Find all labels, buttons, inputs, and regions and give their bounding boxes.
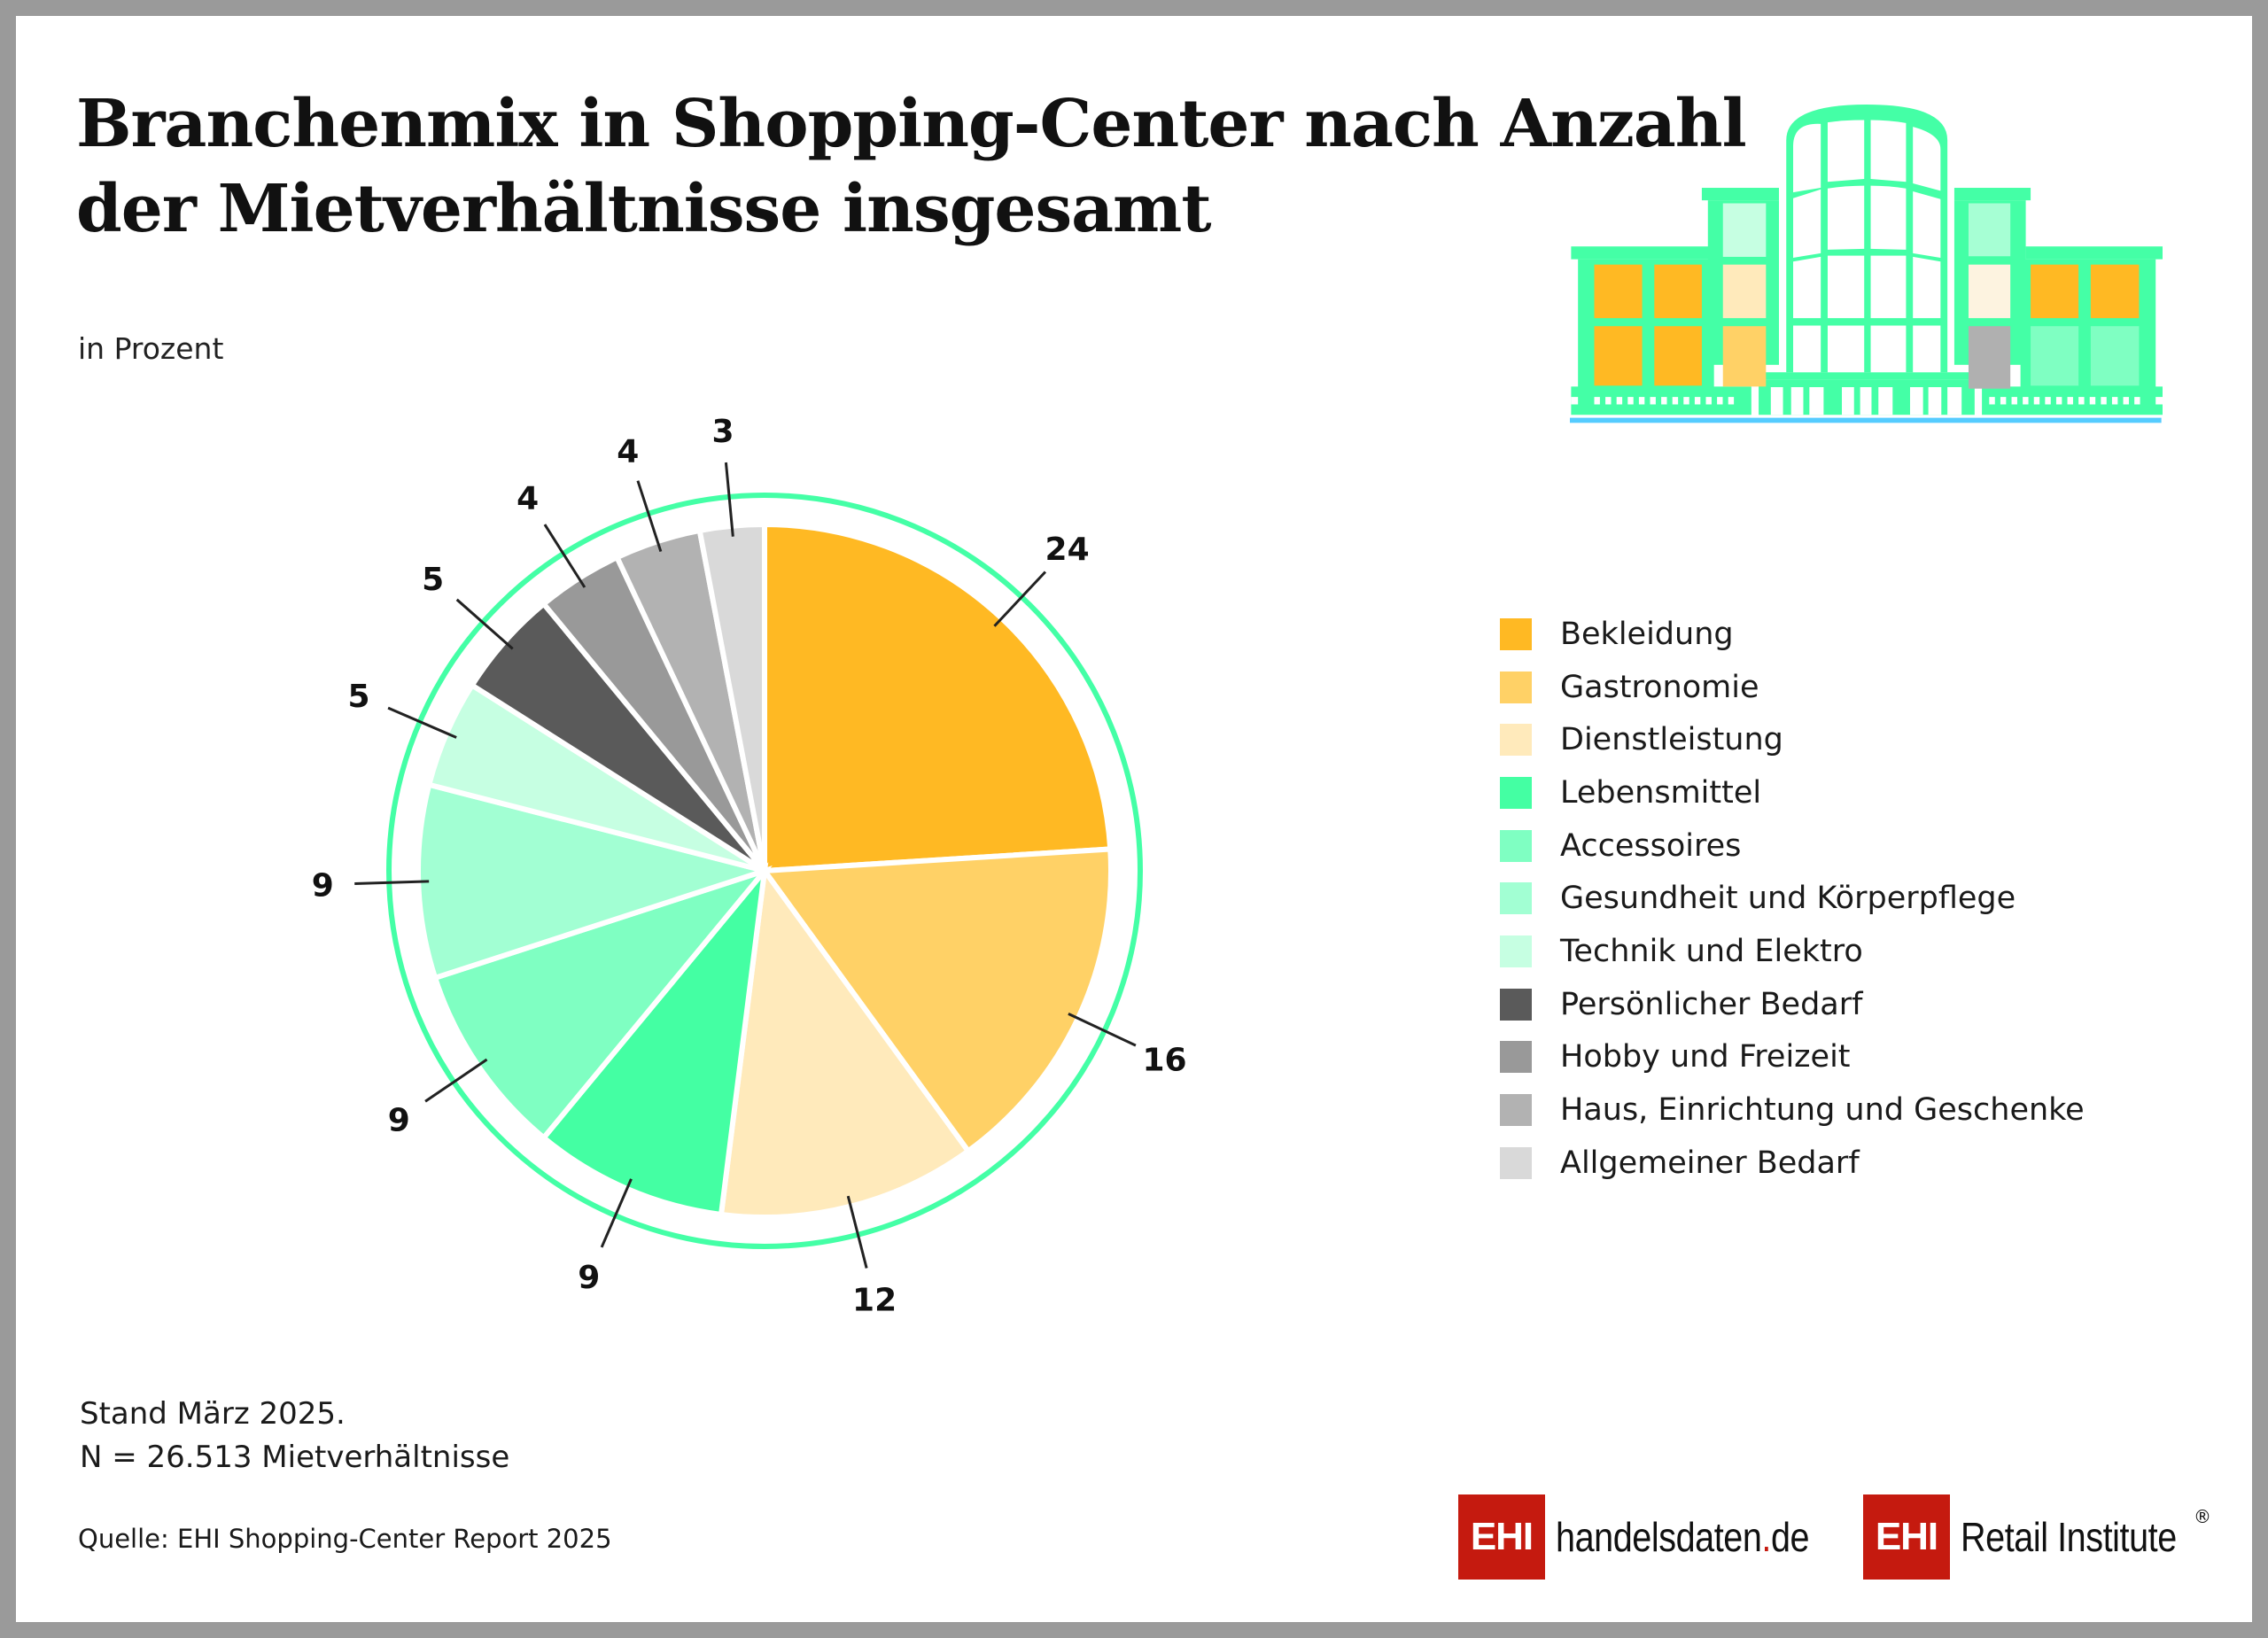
legend-label: Allgemeiner Bedarf — [1560, 1145, 1860, 1181]
legend-item: Lebensmittel — [1500, 766, 2085, 819]
leader-line — [387, 706, 457, 739]
footnote-date: Stand März 2025. — [80, 1396, 346, 1432]
legend-label: Accessoires — [1560, 827, 1742, 864]
legend-swatch — [1500, 988, 1532, 1021]
ehi-logo-box: EHI — [1863, 1494, 1950, 1580]
legend-label: Dienstleistung — [1560, 722, 1783, 758]
legend-label: Haus, Einrichtung und Geschenke — [1560, 1092, 2085, 1129]
legend-swatch — [1500, 617, 1532, 650]
leader-line — [846, 1195, 868, 1269]
pie-slice-1 — [762, 521, 1114, 874]
legend-swatch — [1500, 935, 1532, 967]
pie-outer-ring — [386, 493, 1143, 1249]
legend-label: Persönlicher Bedarf — [1560, 986, 1863, 1022]
title-line-1: Branchenmix in Shopping-Center nach Anza… — [76, 86, 1747, 162]
legend-item: Accessoires — [1500, 819, 2085, 873]
data-label: 12 — [852, 1282, 897, 1318]
source-note: Quelle: EHI Shopping-Center Report 2025 — [78, 1524, 612, 1554]
legend-item: Gesundheit und Körperpflege — [1500, 872, 2085, 925]
registered-mark: ® — [2194, 1506, 2211, 1527]
legend-item: Technik und Elektro — [1500, 925, 2085, 978]
legend-item: Gastronomie — [1500, 661, 2085, 714]
legend-label: Lebensmittel — [1560, 774, 1762, 811]
leader-line — [993, 571, 1047, 627]
leader-line — [543, 524, 586, 588]
legend-label: Bekleidung — [1560, 616, 1734, 652]
legend-item: Bekleidung — [1500, 608, 2085, 661]
wordmark-part: de — [1770, 1514, 1810, 1560]
legend-swatch — [1500, 1094, 1532, 1127]
data-label: 9 — [578, 1260, 600, 1296]
legend-swatch — [1500, 1146, 1532, 1179]
data-label: 16 — [1142, 1042, 1186, 1078]
legend-item: Allgemeiner Bedarf — [1500, 1137, 2085, 1190]
footnote-sample-size: N = 26.513 Mietverhältnisse — [80, 1440, 510, 1475]
handelsdaten-wordmark: handelsdaten.de — [1556, 1513, 1810, 1561]
legend-swatch — [1500, 829, 1532, 862]
leader-line — [636, 480, 663, 553]
data-label: 3 — [712, 414, 734, 450]
legend-swatch — [1500, 882, 1532, 915]
data-label: 5 — [422, 562, 444, 598]
legend-item: Dienstleistung — [1500, 713, 2085, 766]
ehi-retail-institute-logo: EHI Retail Institute — [1863, 1494, 2211, 1580]
legend-label: Technik und Elektro — [1560, 933, 1863, 969]
legend: Bekleidung Gastronomie Dienstleistung Leben… — [1500, 608, 2085, 1190]
handelsdaten-logo: EHI handelsdaten.de — [1458, 1494, 1851, 1580]
data-label: 9 — [388, 1102, 410, 1138]
legend-swatch — [1500, 1041, 1532, 1074]
leader-line — [354, 880, 430, 886]
footnote: Stand März 2025. N = 26.513 Mietverhältn… — [80, 1393, 509, 1479]
leader-line — [600, 1178, 633, 1248]
legend-label: Hobby und Freizeit — [1560, 1039, 1851, 1075]
shopping-center-illustration — [1570, 105, 2163, 423]
ehi-logo-box: EHI — [1458, 1494, 1545, 1580]
legend-label: Gastronomie — [1560, 669, 1759, 705]
title-line-2: der Mietverhältnisse insgesamt — [76, 171, 1212, 247]
leader-line — [1068, 1013, 1137, 1047]
data-label: 9 — [312, 868, 334, 904]
legend-swatch — [1500, 724, 1532, 757]
legend-swatch — [1500, 776, 1532, 809]
data-label: 4 — [617, 433, 639, 470]
wordmark-dot: . — [1761, 1514, 1771, 1560]
chart-title: Branchenmix in Shopping-Center nach Anza… — [76, 82, 1747, 252]
legend-item: Hobby und Freizeit — [1500, 1031, 2085, 1084]
data-label: 24 — [1045, 532, 1090, 568]
legend-label: Gesundheit und Körperpflege — [1560, 881, 2016, 917]
leader-line — [724, 462, 734, 537]
leader-line — [455, 598, 514, 650]
data-label: 5 — [348, 679, 370, 715]
legend-item: Persönlicher Bedarf — [1500, 978, 2085, 1031]
wordmark-part: handelsdaten — [1556, 1514, 1762, 1560]
chart-subtitle: in Prozent — [78, 331, 224, 366]
leader-line — [424, 1058, 488, 1103]
legend-item: Haus, Einrichtung und Geschenke — [1500, 1083, 2085, 1137]
retail-institute-wordmark: Retail Institute — [1961, 1514, 2177, 1560]
legend-swatch — [1500, 671, 1532, 703]
data-label: 4 — [517, 481, 539, 517]
